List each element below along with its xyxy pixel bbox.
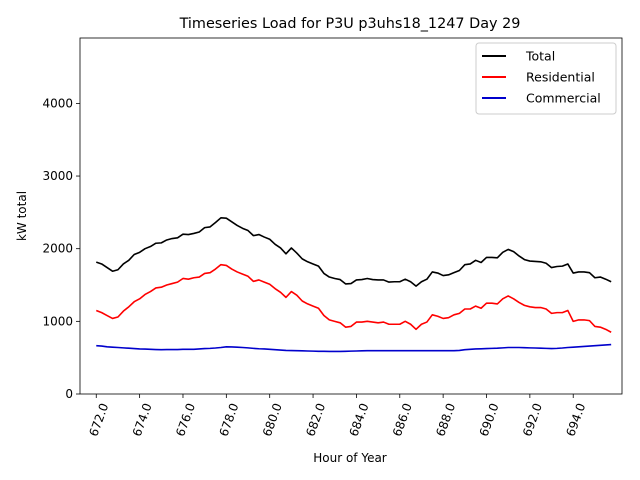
x-tick-label: 676.0 [173, 401, 198, 438]
x-tick-label: 690.0 [477, 401, 502, 438]
y-axis-label: kW total [15, 191, 29, 241]
x-tick-label: 692.0 [520, 401, 545, 438]
x-tick-label: 680.0 [260, 401, 285, 438]
y-tick-label: 4000 [42, 96, 73, 110]
chart-title: Timeseries Load for P3U p3uhs18_1247 Day… [179, 16, 521, 32]
series-line-residential [95, 263, 612, 333]
series-layer [95, 217, 612, 353]
y-tick-label: 2000 [42, 242, 73, 256]
x-tick-label: 672.0 [86, 401, 111, 438]
plot-area-frame [79, 37, 623, 395]
x-tick-label: 682.0 [303, 401, 328, 438]
series-line-total [96, 217, 612, 287]
legend-label-residential: Residential [526, 70, 595, 85]
x-tick-label: 678.0 [217, 401, 242, 438]
x-tick-label: 686.0 [390, 401, 415, 438]
legend-label-total: Total [525, 49, 555, 64]
x-tick-label: 694.0 [563, 401, 588, 438]
series-line-commercial [96, 343, 612, 353]
y-tick-label: 1000 [42, 314, 73, 328]
x-tick-label: 684.0 [347, 401, 372, 438]
legend-label-commercial: Commercial [526, 91, 601, 106]
y-tick-label: 3000 [42, 169, 73, 183]
y-axis: 0 1000 2000 3000 4000 [42, 96, 80, 401]
y-tick-label: 0 [65, 387, 73, 401]
legend-box [475, 42, 617, 115]
x-tick-label: 674.0 [130, 401, 155, 438]
x-tick-label: 688.0 [433, 401, 458, 438]
x-axis-label: Hour of Year [313, 451, 387, 465]
legend: Total Residential Commercial [475, 42, 617, 115]
x-axis: 672.0 674.0 676.0 678.0 680.0 682.0 684.0 686.0… [86, 394, 588, 438]
